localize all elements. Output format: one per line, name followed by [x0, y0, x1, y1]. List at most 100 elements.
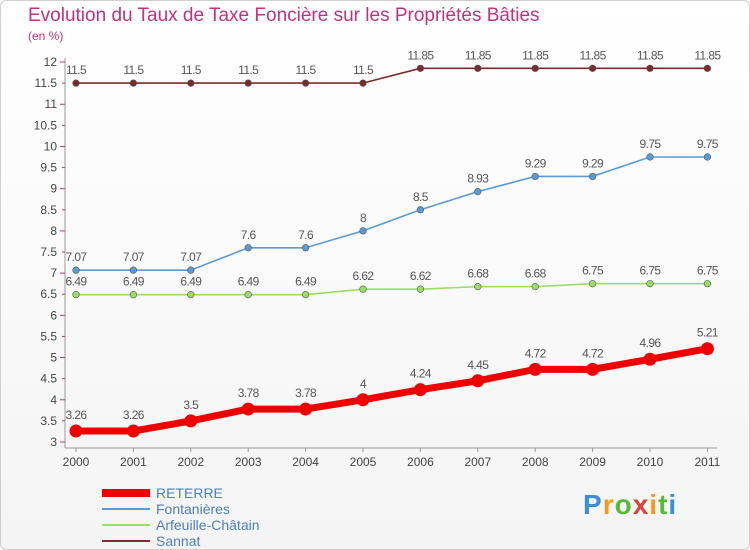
- y-tick-label: 11.5: [35, 76, 58, 90]
- data-point: [356, 393, 370, 407]
- data-point: [531, 172, 539, 181]
- data-label: 6.68: [467, 267, 489, 281]
- data-point: [528, 362, 542, 376]
- y-tick-label: 12: [44, 55, 58, 69]
- x-tick-label: 2001: [120, 455, 147, 469]
- data-point: [359, 285, 367, 293]
- x-tick-label: 2005: [350, 455, 377, 469]
- y-tick-label: 4: [50, 393, 57, 407]
- unit-label: (en %): [28, 29, 64, 43]
- legend-label: Fontanières: [156, 501, 230, 517]
- data-point: [72, 79, 80, 87]
- data-label: 11.85: [522, 48, 549, 62]
- data-point: [126, 424, 140, 438]
- y-tick-label: 3: [50, 435, 57, 449]
- data-point: [72, 266, 80, 274]
- data-point: [187, 266, 195, 274]
- data-point: [241, 402, 255, 416]
- data-label: 4: [360, 377, 367, 391]
- data-point: [646, 280, 654, 288]
- data-point: [72, 291, 80, 299]
- data-point: [413, 383, 427, 397]
- data-point: [531, 64, 539, 72]
- data-label: 8.93: [467, 172, 489, 186]
- data-label: 4.72: [525, 346, 547, 360]
- x-tick-label: 2002: [177, 455, 204, 469]
- y-tick-label: 7: [50, 266, 57, 280]
- y-tick-label: 10.5: [34, 118, 58, 132]
- data-point: [471, 374, 485, 388]
- data-label: 6.62: [353, 269, 375, 283]
- data-label: 6.49: [180, 275, 202, 289]
- data-label: 3.78: [238, 386, 260, 400]
- data-label: 7.6: [241, 228, 257, 242]
- x-tick-label: 2000: [63, 455, 90, 469]
- data-point: [359, 227, 367, 235]
- y-tick-label: 9: [50, 182, 57, 196]
- data-label: 5.21: [697, 326, 719, 340]
- data-point: [244, 244, 252, 252]
- data-point: [474, 283, 482, 291]
- data-label: 9.75: [640, 137, 662, 151]
- data-label: 6.75: [640, 264, 662, 278]
- data-point: [244, 79, 252, 87]
- y-tick-label: 4.5: [40, 372, 57, 386]
- series-line-arfeuille-ch-tain: [76, 282, 708, 296]
- data-label: 11.5: [123, 63, 144, 77]
- data-point: [69, 424, 83, 438]
- data-label: 11.85: [407, 48, 434, 62]
- data-point: [703, 280, 712, 288]
- x-tick-label: 2007: [464, 455, 491, 469]
- data-point: [359, 79, 367, 87]
- data-label: 9.29: [525, 156, 547, 170]
- data-point: [244, 291, 252, 299]
- data-point: [474, 64, 482, 72]
- y-tick-label: 9.5: [40, 161, 57, 175]
- data-label: 8.5: [413, 190, 429, 204]
- y-tick-label: 11: [45, 97, 58, 111]
- legend-label: Arfeuille-Châtain: [156, 517, 260, 533]
- data-label: 11.5: [66, 63, 87, 77]
- data-point: [416, 64, 425, 72]
- legend-label: RETERRE: [156, 485, 223, 501]
- data-label: 3.26: [66, 408, 88, 422]
- data-label: 3.78: [295, 386, 317, 400]
- data-label: 6.49: [238, 275, 260, 289]
- x-tick-label: 2010: [637, 455, 664, 469]
- y-tick-label: 5: [50, 351, 57, 365]
- data-label: 11.85: [465, 48, 492, 62]
- data-label: 6.68: [525, 267, 547, 281]
- data-point: [416, 285, 425, 293]
- data-label: 9.29: [582, 156, 604, 170]
- data-label: 11.85: [694, 48, 721, 62]
- chart-title: Evolution du Taux de Taxe Foncière sur l…: [28, 5, 540, 26]
- x-tick-label: 2009: [579, 455, 606, 469]
- data-point: [588, 64, 597, 72]
- data-point: [474, 188, 482, 196]
- data-label: 7.6: [298, 228, 314, 242]
- data-label: 11.85: [580, 48, 607, 62]
- y-tick-label: 8.5: [40, 203, 57, 217]
- data-point: [586, 362, 600, 376]
- x-tick-label: 2003: [235, 455, 262, 469]
- y-tick-label: 6: [50, 308, 57, 322]
- y-tick-label: 6.5: [40, 287, 57, 301]
- data-point: [531, 283, 539, 291]
- data-label: 11.85: [637, 48, 664, 62]
- data-point: [646, 153, 654, 161]
- data-label: 11.5: [353, 63, 374, 77]
- data-label: 11.5: [238, 63, 259, 77]
- data-point: [302, 79, 310, 87]
- legend-label: Sannat: [156, 533, 200, 549]
- data-label: 8: [360, 211, 367, 225]
- y-tick-label: 3.5: [40, 414, 57, 428]
- y-tick-label: 7.5: [40, 245, 57, 259]
- data-point: [703, 64, 712, 72]
- data-label: 4.24: [410, 367, 432, 381]
- data-label: 4.96: [640, 336, 662, 350]
- data-label: 6.49: [123, 275, 145, 289]
- y-tick-label: 8: [50, 224, 57, 238]
- x-tick-label: 2006: [407, 455, 434, 469]
- x-tick-label: 2004: [292, 455, 319, 469]
